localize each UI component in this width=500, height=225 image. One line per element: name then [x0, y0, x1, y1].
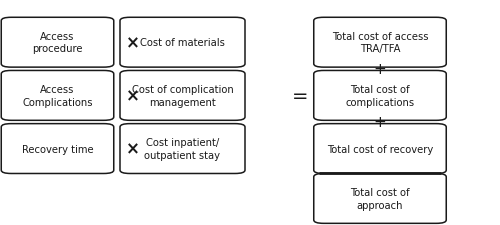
Text: +: + — [374, 115, 386, 130]
Text: Total cost of
approach: Total cost of approach — [350, 187, 410, 210]
FancyBboxPatch shape — [314, 71, 446, 121]
Text: Cost of complication
management: Cost of complication management — [132, 85, 234, 107]
FancyBboxPatch shape — [2, 71, 114, 121]
Text: Access
procedure: Access procedure — [32, 32, 83, 54]
Text: Cost of materials: Cost of materials — [140, 38, 225, 48]
Text: ×: × — [126, 140, 140, 158]
Text: ×: × — [126, 87, 140, 105]
Text: Total cost of recovery: Total cost of recovery — [327, 144, 433, 154]
FancyBboxPatch shape — [120, 124, 245, 174]
FancyBboxPatch shape — [314, 124, 446, 174]
Text: Access
Complications: Access Complications — [22, 85, 93, 107]
Text: Cost inpatient/
outpatient stay: Cost inpatient/ outpatient stay — [144, 138, 220, 160]
Text: Total cost of
complications: Total cost of complications — [346, 85, 414, 107]
Text: ×: × — [126, 34, 140, 52]
FancyBboxPatch shape — [314, 18, 446, 68]
Text: Recovery time: Recovery time — [22, 144, 94, 154]
FancyBboxPatch shape — [2, 18, 114, 68]
FancyBboxPatch shape — [120, 71, 245, 121]
Text: Total cost of access
TRA/TFA: Total cost of access TRA/TFA — [332, 32, 428, 54]
Text: =: = — [292, 86, 308, 106]
FancyBboxPatch shape — [2, 124, 114, 174]
FancyBboxPatch shape — [120, 18, 245, 68]
Text: +: + — [374, 62, 386, 77]
FancyBboxPatch shape — [314, 174, 446, 223]
